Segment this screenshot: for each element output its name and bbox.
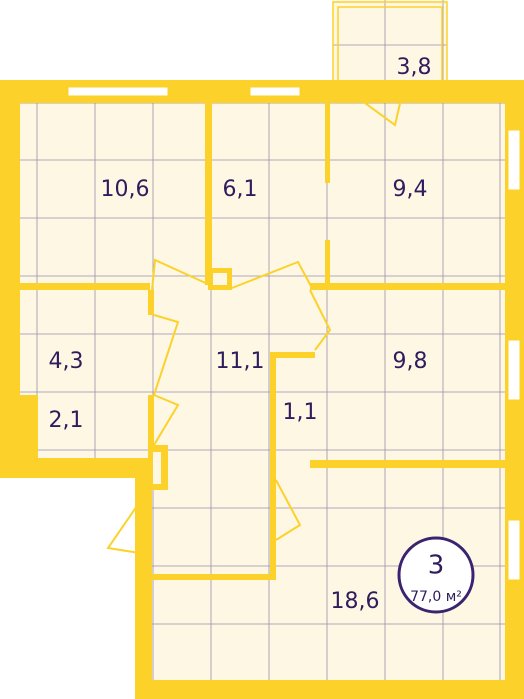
- room-area: 18,6: [331, 589, 380, 614]
- room-area: 10,6: [101, 177, 150, 202]
- room-area: 2,1: [49, 408, 84, 433]
- doors: [106, 91, 403, 556]
- room-area: 9,4: [393, 177, 428, 202]
- room-area: 1,1: [283, 400, 318, 425]
- room-count: 3: [428, 551, 445, 581]
- room-area: 9,8: [393, 349, 428, 374]
- balcony-rail: [332, 1, 448, 90]
- room-area: 3,8: [397, 55, 432, 80]
- room-area: 11,1: [216, 349, 265, 374]
- total-area: 77,0 м²: [410, 589, 462, 605]
- windows: [67, 86, 521, 581]
- room-area: 6,1: [223, 177, 258, 202]
- room-area: 4,3: [49, 349, 84, 374]
- badge: 3 77,0 м²: [397, 536, 475, 614]
